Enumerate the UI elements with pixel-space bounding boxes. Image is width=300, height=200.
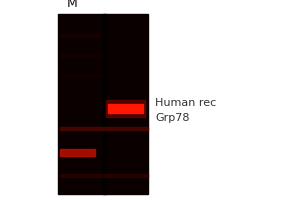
Text: Human rec: Human rec (155, 98, 216, 108)
Text: M: M (67, 0, 77, 10)
Bar (108, 104, 143, 112)
Text: Grp78: Grp78 (155, 113, 190, 123)
Bar (60, 94, 100, 97)
Bar (60, 127, 148, 130)
Bar (60, 148, 95, 156)
Bar (60, 73, 100, 76)
Bar (60, 173, 148, 176)
Bar (103, 14, 106, 194)
Bar (58, 14, 148, 194)
Bar (60, 53, 100, 56)
Bar (60, 33, 100, 36)
Bar (106, 99, 145, 116)
